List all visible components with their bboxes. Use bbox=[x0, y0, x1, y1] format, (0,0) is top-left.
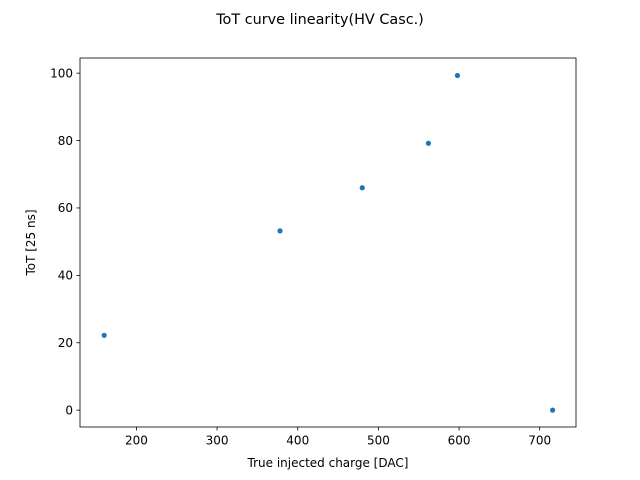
y-tick-label: 100 bbox=[50, 66, 73, 80]
ticks-layer: 200 300 400 500 600 700 0 20 40 60 80 100 bbox=[50, 66, 551, 447]
data-point bbox=[359, 185, 365, 191]
y-tick-label: 40 bbox=[58, 269, 73, 283]
x-axis-label: True injected charge [DAC] bbox=[247, 456, 409, 470]
chart-title: ToT curve linearity(HV Casc.) bbox=[215, 12, 424, 28]
x-tick-label: 500 bbox=[367, 434, 390, 448]
x-tick-label: 200 bbox=[125, 434, 148, 448]
x-tick-label: 600 bbox=[448, 434, 471, 448]
x-tick-label: 400 bbox=[286, 434, 309, 448]
y-tick-label: 0 bbox=[65, 403, 73, 417]
x-tick-label: 300 bbox=[206, 434, 229, 448]
data-point bbox=[425, 140, 432, 146]
points-layer bbox=[101, 72, 556, 413]
y-tick-label: 20 bbox=[58, 336, 73, 350]
data-point bbox=[101, 332, 107, 338]
data-point bbox=[550, 407, 556, 413]
y-axis-label: ToT [25 ns] bbox=[24, 209, 38, 276]
plot-frame bbox=[79, 57, 577, 428]
y-tick-label: 80 bbox=[58, 134, 73, 148]
data-point bbox=[454, 72, 461, 79]
y-tick-label: 60 bbox=[58, 201, 73, 215]
data-point bbox=[277, 228, 283, 234]
x-tick-label: 700 bbox=[528, 434, 551, 448]
